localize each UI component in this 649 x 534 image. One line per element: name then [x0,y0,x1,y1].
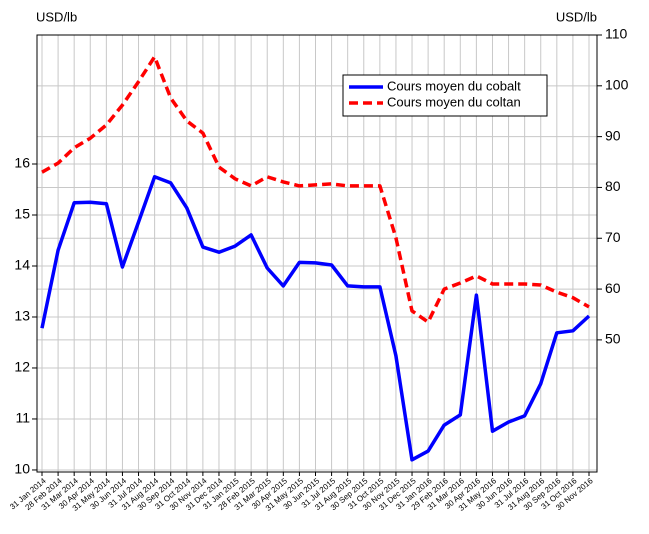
y-tick-label: 13 [14,308,30,324]
y-axis-label: USD/lb [36,9,77,24]
y-tick-label: 16 [14,155,30,171]
y2-tick-label: 90 [605,127,621,143]
y2-tick-label: 100 [605,77,629,93]
y2-tick-label: 50 [605,331,621,347]
y-tick-label: 11 [15,410,30,426]
y-tick-label: 12 [14,359,30,375]
y-tick-label: 10 [14,461,30,477]
y2-tick-label: 60 [605,280,621,296]
series-line [40,175,591,462]
y2-tick-label: 70 [605,229,621,245]
series-line [41,55,590,324]
y-tick-label: 14 [14,257,30,273]
legend-label: Cours moyen du coltan [387,94,521,109]
plot-frame [36,34,598,473]
y2-axis-label: USD/lb [556,9,597,24]
legend-label: Cours moyen du cobalt [387,78,521,93]
legend-box [342,74,548,117]
y2-tick-label: 80 [605,178,621,194]
y-tick-label: 15 [14,206,30,222]
y2-tick-label: 110 [605,26,628,42]
